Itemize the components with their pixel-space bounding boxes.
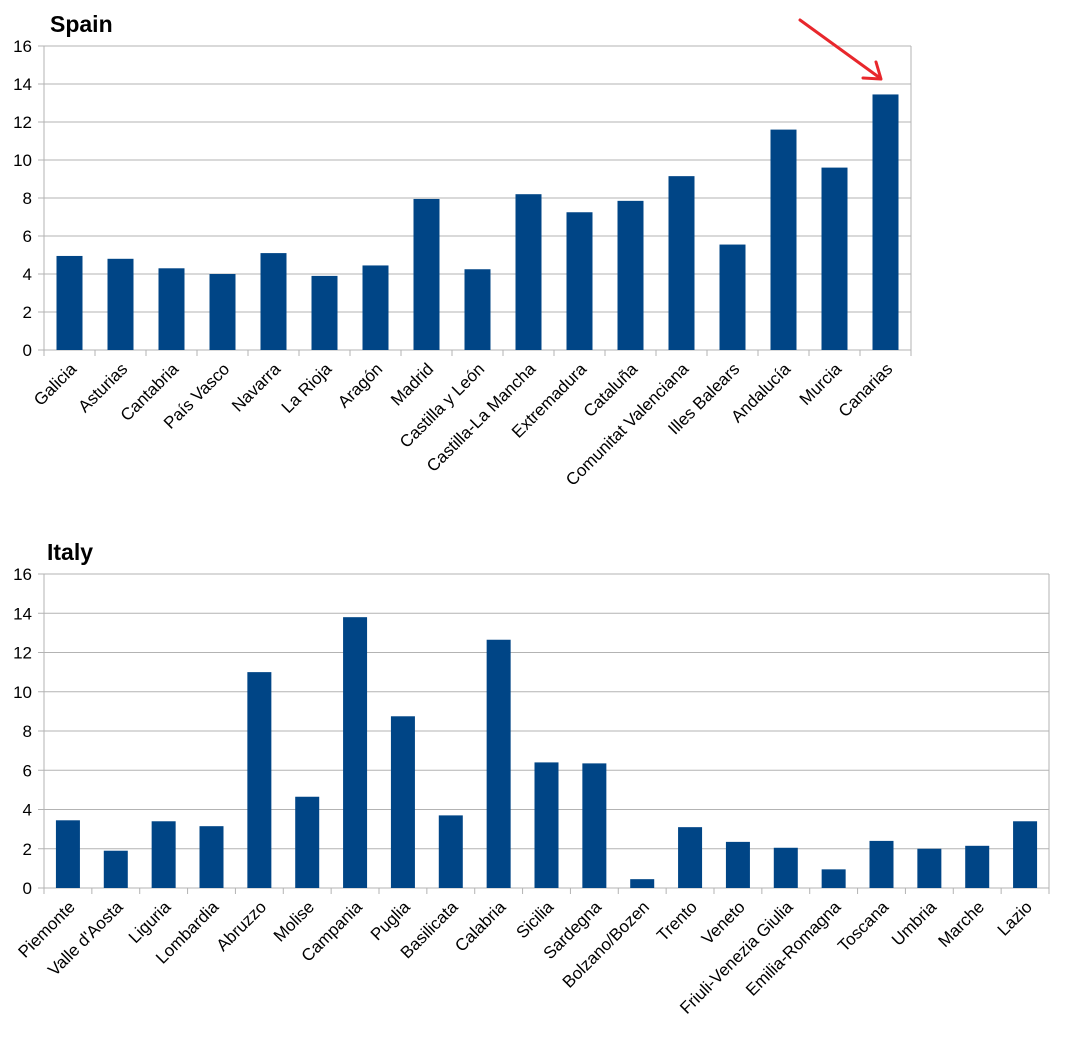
spain-bar-castilla-la-mancha [515,194,542,350]
spain-y-tick-label: 4 [23,265,32,284]
italy-bar-sicilia [534,762,559,888]
italy-bar-emilia-romagna [821,869,846,888]
italy-y-tick-label: 4 [23,801,32,820]
spain-chart: Spain0246810121416GaliciaAsturiasCantabr… [13,11,912,490]
spain-bar-la-rioja [311,275,338,350]
spain-bar-illes-balears [719,244,746,350]
spain-y-tick-label: 10 [13,151,32,170]
italy-y-tick-label: 6 [23,761,32,780]
spain-x-label-murcia: Murcia [796,359,846,409]
italy-bar-veneto [725,841,750,888]
spain-x-label-la-rioja: La Rioja [278,359,336,417]
italy-bar-toscana [869,840,894,888]
spain-x-label-aragon: Aragón [334,359,386,411]
italy-x-label-sicilia: Sicilia [512,897,557,942]
spain-bar-canarias [872,94,899,350]
spain-bar-castilla-y-leon [464,269,491,350]
italy-bar-piemonte [55,820,80,888]
spain-y-tick-label: 12 [13,113,32,132]
spain-bar-navarra [260,253,287,350]
italy-y-tick-label: 10 [13,683,32,702]
spain-x-label-madrid: Madrid [387,359,437,409]
spain-bar-asturias [107,258,134,350]
italy-chart-title: Italy [47,539,93,565]
italy-x-label-lazio: Lazio [994,897,1036,939]
italy-x-label-calabria: Calabria [451,897,510,956]
italy-y-tick-label: 16 [13,565,32,584]
italy-y-tick-label: 8 [23,722,32,741]
spain-bar-extremadura [566,212,593,350]
italy-bar-umbria [917,848,942,888]
italy-y-tick-label: 12 [13,644,32,663]
italy-bar-bolzano-bozen [630,879,655,888]
italy-bar-lazio [1013,821,1038,888]
spain-x-label-canarias: Canarias [835,359,897,421]
spain-y-tick-label: 14 [13,75,32,94]
spain-y-tick-label: 0 [23,341,32,360]
italy-bar-molise [295,796,320,888]
spain-bar-comunitat-valenciana [668,176,695,350]
italy-bar-sardegna [582,763,607,888]
spain-bar-galicia [56,255,83,350]
italy-bar-trento [678,827,703,888]
italy-bar-basilicata [438,815,463,888]
spain-y-tick-label: 16 [13,37,32,56]
italy-bar-valle-d-aosta [103,850,128,888]
italy-x-label-abruzzo: Abruzzo [213,897,271,955]
spain-x-label-galicia: Galicia [30,359,81,410]
italy-x-label-trento: Trento [653,897,701,945]
spain-y-tick-label: 2 [23,303,32,322]
spain-bar-andalucia [770,129,797,350]
italy-bar-campania [343,617,368,888]
italy-x-label-umbria: Umbria [888,897,941,950]
spain-bar-madrid [413,198,440,350]
italy-y-tick-label: 14 [13,604,32,623]
spain-x-label-navarra: Navarra [228,359,285,416]
italy-bar-abruzzo [247,672,272,888]
italy-bar-calabria [486,639,511,888]
italy-bar-marche [965,845,990,888]
italy-x-label-bolzano-bozen: Bolzano/Bozen [559,897,653,991]
spain-bar-pais-vasco [209,274,236,350]
italy-y-tick-label: 2 [23,840,32,859]
spain-bar-cataluna [617,200,644,350]
spain-y-tick-label: 6 [23,227,32,246]
italy-x-label-toscana: Toscana [834,897,893,956]
spain-y-tick-label: 8 [23,189,32,208]
italy-x-label-marche: Marche [935,897,989,951]
italy-bar-puglia [390,716,415,888]
spain-chart-title: Spain [50,11,113,37]
italy-bar-liguria [151,821,176,888]
italy-bar-friuli-venezia-giulia [773,847,798,888]
spain-bar-murcia [821,167,848,350]
spain-bar-cantabria [158,268,185,350]
italy-bar-lombardia [199,826,224,888]
spain-bar-aragon [362,265,389,350]
spain-annotation-arrow-icon [798,18,883,81]
italy-y-tick-label: 0 [23,879,32,898]
